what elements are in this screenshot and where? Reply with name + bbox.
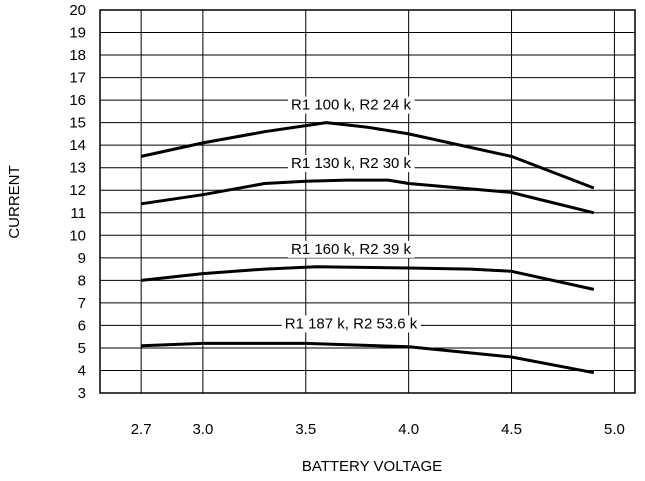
y-tick-label: 3 (78, 385, 86, 402)
x-tick-label: 4.0 (398, 421, 419, 438)
series-lines (140, 121, 595, 375)
y-axis-label: CURRENT (6, 165, 23, 238)
series-labels: R1 100 k, R2 24 k R1 130 k, R2 30 k R1 160… (281, 96, 421, 333)
series-label-background (287, 240, 415, 258)
y-tick-labels: 3 4 5 6 7 8 9 10 11 12 13 14 15 16 17 18 19 20 (69, 2, 86, 402)
y-tick-label: 16 (69, 92, 86, 109)
series-label-1: R1 100 k, R2 24 k (291, 97, 412, 114)
y-tick-label: 4 (78, 362, 86, 379)
y-tick-label: 18 (69, 47, 86, 64)
y-tick-label: 19 (69, 25, 86, 42)
y-tick-label: 9 (78, 250, 86, 267)
series-line-1 (140, 121, 595, 190)
series-line-2 (140, 178, 595, 215)
series-label-background (287, 155, 415, 173)
x-tick-labels: 2.7 3.0 3.5 4.0 4.5 5.0 (131, 421, 625, 438)
y-tick-label: 15 (69, 115, 86, 132)
series-label-background (281, 315, 421, 333)
x-axis-label: BATTERY VOLTAGE (302, 458, 442, 475)
y-tick-label: 17 (69, 70, 86, 87)
grid-lines (100, 9, 635, 394)
y-tick-label: 11 (70, 205, 86, 222)
y-tick-label: 5 (78, 340, 86, 357)
y-tick-label: 14 (69, 137, 86, 154)
x-tick-label: 4.5 (501, 421, 522, 438)
y-tick-label: 8 (78, 272, 86, 289)
y-tick-label: 20 (69, 2, 86, 19)
series-line-3 (141, 265, 595, 291)
series-label-2: R1 130 k, R2 30 k (291, 155, 412, 172)
x-tick-label: 3.0 (192, 421, 213, 438)
plot-frame (99, 9, 636, 394)
y-tick-label: 12 (69, 182, 86, 199)
y-tick-label: 13 (69, 160, 86, 177)
x-tick-label: 5.0 (604, 421, 625, 438)
series-label-4: R1 187 k, R2 53.6 k (285, 315, 418, 332)
y-tick-label: 6 (78, 317, 86, 334)
series-line-4 (141, 341, 595, 375)
x-tick-label: 2.7 (131, 421, 152, 438)
series-label-3: R1 160 k, R2 39 k (291, 241, 412, 258)
series-label-background (287, 96, 415, 114)
x-tick-label: 3.5 (295, 421, 316, 438)
y-tick-label: 7 (78, 295, 86, 312)
y-tick-label: 10 (69, 227, 86, 244)
